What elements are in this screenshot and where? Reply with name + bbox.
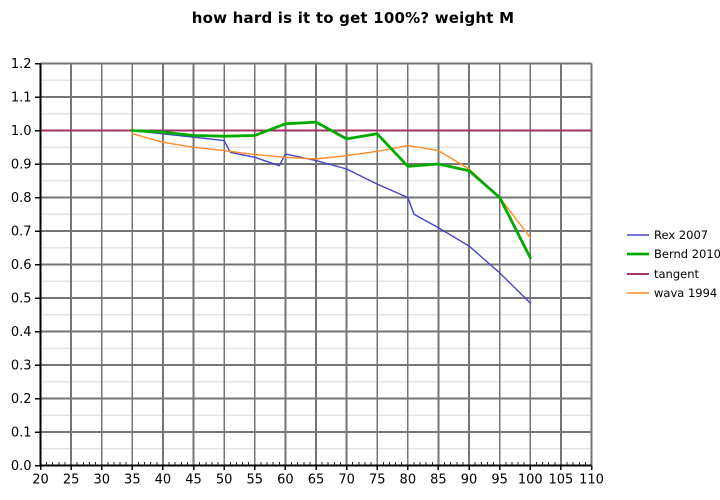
- legend-label-tangent: tangent: [654, 266, 700, 281]
- major-gridlines: [40, 62, 593, 466]
- x-tick-label: 90: [461, 473, 478, 488]
- legend-line-icon: [627, 272, 649, 275]
- x-tick-label: 25: [63, 473, 80, 488]
- y-tick-label: 0.8: [11, 191, 32, 206]
- x-tick-label: 85: [430, 473, 447, 488]
- y-tick-label: 0.3: [11, 359, 32, 374]
- x-tick-label: 35: [124, 473, 141, 488]
- x-tick-label: 60: [277, 473, 294, 488]
- x-tick-label: 45: [185, 473, 202, 488]
- x-tick-label: 20: [32, 473, 49, 488]
- y-tick-label: 1.2: [11, 57, 32, 72]
- y-tick-label: 0.4: [11, 325, 32, 340]
- x-tick-label: 30: [93, 473, 110, 488]
- legend-label-rex-2007: Rex 2007: [654, 227, 709, 242]
- x-tick-label: 105: [548, 473, 573, 488]
- y-tick-label: 0.6: [11, 258, 32, 273]
- legend: Rex 2007 Bernd 2010 tangent wava 1994: [626, 225, 720, 303]
- x-tick-label: 75: [369, 473, 386, 488]
- y-tick-label: 0.1: [11, 426, 32, 441]
- x-tick-label: 50: [216, 473, 233, 488]
- legend-label-bernd-2010: Bernd 2010: [654, 247, 720, 262]
- x-tick-label: 40: [155, 473, 172, 488]
- y-tick-label: 0.5: [11, 292, 32, 307]
- legend-line-icon: [627, 292, 649, 294]
- y-tick-label: 0.0: [11, 459, 32, 474]
- series-line-wava-1994: [131, 133, 531, 239]
- legend-item-bernd-2010: Bernd 2010: [626, 245, 720, 265]
- x-tick-label: 100: [518, 473, 543, 488]
- axis-labels: 20 25 30 35 40 45 50 55 60 65 70 75 80 85 90 95 100 105 11…: [11, 57, 604, 488]
- x-tick-label: 95: [491, 473, 508, 488]
- y-tick-label: 0.7: [11, 225, 32, 240]
- y-tick-label: 1.1: [11, 91, 32, 106]
- y-tick-label: 0.2: [11, 392, 32, 407]
- series-line-rex-2007: [131, 129, 531, 304]
- y-tick-label: 1.0: [11, 124, 32, 139]
- x-tick-label: 80: [400, 473, 417, 488]
- series-lines: [39, 120, 593, 304]
- legend-item-wava-1994: wava 1994: [626, 284, 720, 304]
- x-tick-label: 55: [247, 473, 264, 488]
- series-line-bernd-2010: [130, 120, 532, 260]
- y-tick-label: 0.9: [11, 158, 32, 173]
- chart-title: how hard is it to get 100%? weight M: [191, 9, 515, 27]
- axis-ticks: [35, 62, 593, 470]
- x-tick-label: 110: [579, 473, 604, 488]
- legend-item-tangent: tangent: [626, 264, 720, 284]
- x-tick-label: 65: [308, 473, 325, 488]
- legend-label-wava-1994: wava 1994: [654, 286, 718, 301]
- legend-line-icon: [627, 234, 649, 236]
- legend-line-icon: [627, 252, 649, 256]
- legend-item-rex-2007: Rex 2007: [626, 225, 720, 245]
- x-tick-label: 70: [338, 473, 355, 488]
